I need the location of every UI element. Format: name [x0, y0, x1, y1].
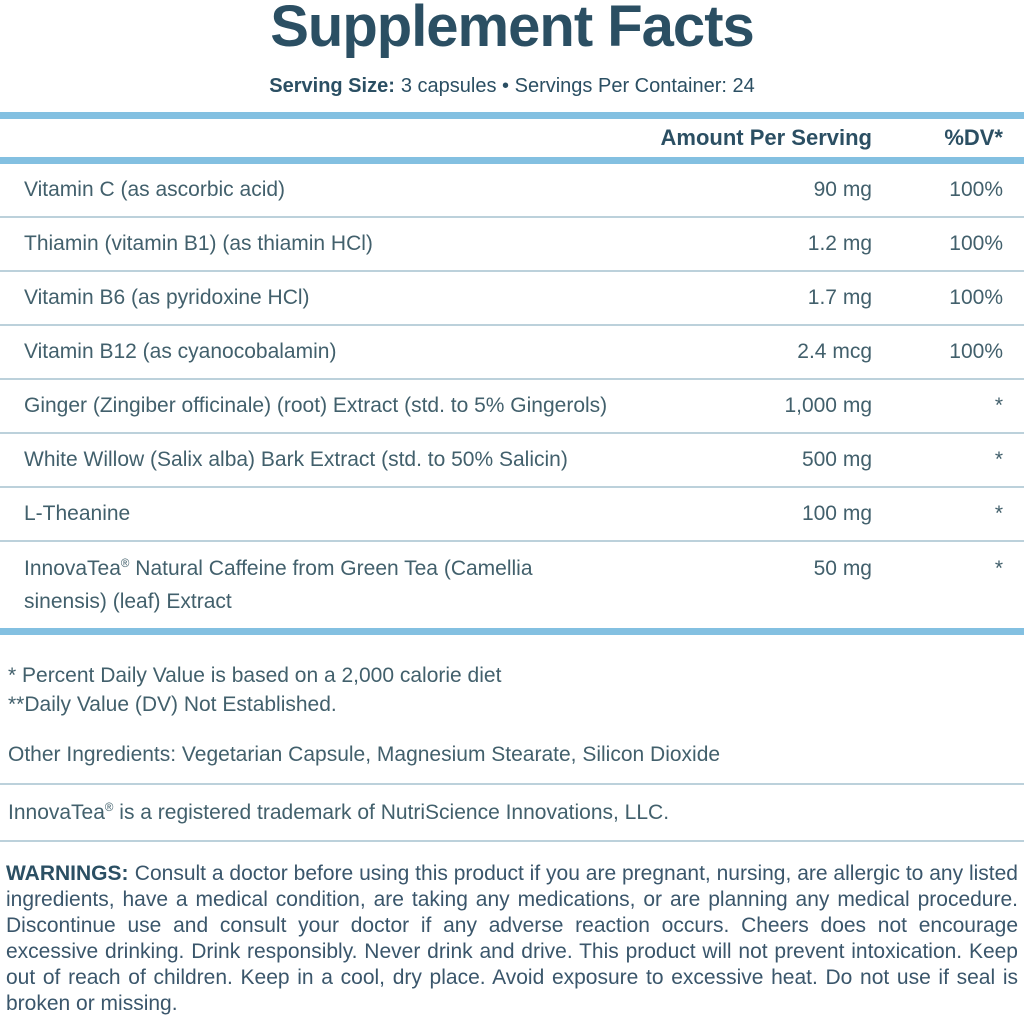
serving-size-label: Serving Size:	[269, 75, 395, 97]
table-header-row: Amount Per Serving %DV*	[0, 119, 1024, 157]
footnote-dv-note: * Percent Daily Value is based on a 2,00…	[8, 664, 502, 687]
dv-value: *	[994, 448, 1003, 471]
table-row: Vitamin B6 (as pyridoxine HCl) 1.7 mg 10…	[0, 272, 1024, 326]
trademark-note: InnovaTea® is a registered trademark of …	[8, 801, 670, 824]
dv-value: *	[994, 557, 1003, 580]
amount-value: 1.2 mg	[807, 232, 872, 255]
table-row: L-Theanine 100 mg *	[0, 488, 1024, 542]
divider-thick-top	[0, 112, 1024, 119]
warnings-paragraph: WARNINGS: Consult a doctor before using t…	[0, 861, 1024, 1016]
amount-value: 50 mg	[813, 557, 872, 580]
table-row: Vitamin B12 (as cyanocobalamin) 2.4 mcg …	[0, 326, 1024, 380]
footnotes-section: * Percent Daily Value is based on a 2,00…	[0, 661, 1024, 767]
ingredient-name: Thiamin (vitamin B1) (as thiamin HCl)	[24, 232, 373, 255]
page-title: Supplement Facts	[270, 0, 755, 59]
other-ingredients-text: Other Ingredients: Vegetarian Capsule, M…	[8, 743, 721, 766]
dv-value: *	[994, 502, 1003, 525]
dv-value: 100%	[949, 232, 1003, 255]
divider-thick-bottom	[0, 628, 1024, 635]
amount-value: 2.4 mcg	[797, 340, 872, 363]
amount-value: 90 mg	[813, 178, 872, 201]
facts-table: Amount Per Serving %DV* Vitamin C (as as…	[0, 119, 1024, 628]
dv-value: 100%	[949, 286, 1003, 309]
header-amount-label: Amount Per Serving	[660, 125, 872, 150]
amount-value: 1,000 mg	[784, 394, 872, 417]
ingredient-name: Ginger (Zingiber officinale) (root) Extr…	[24, 394, 608, 417]
divider-thick-header	[0, 157, 1024, 164]
ingredient-name: Vitamin B12 (as cyanocobalamin)	[24, 340, 337, 363]
ingredient-name: InnovaTea® Natural Caffeine from Green T…	[24, 557, 533, 613]
divider-hairline-above-trademark	[0, 783, 1024, 785]
footnote-not-established: **Daily Value (DV) Not Established.	[8, 693, 337, 716]
amount-value: 100 mg	[801, 502, 872, 525]
ingredient-name: L-Theanine	[24, 502, 131, 525]
ingredient-name: Vitamin C (as ascorbic acid)	[24, 178, 286, 201]
table-row: Vitamin C (as ascorbic acid) 90 mg 100%	[0, 164, 1024, 218]
dv-value: 100%	[949, 340, 1003, 363]
warnings-label: WARNINGS:	[6, 862, 129, 885]
amount-value: 500 mg	[801, 448, 872, 471]
dv-value: 100%	[949, 178, 1003, 201]
divider-hairline-below-trademark	[0, 840, 1024, 842]
warnings-text: Consult a doctor before using this produ…	[6, 862, 1018, 1015]
ingredient-name: White Willow (Salix alba) Bark Extract (…	[24, 448, 568, 471]
serving-size-value: 3 capsules • Servings Per Container: 24	[400, 75, 755, 97]
dv-value: *	[994, 394, 1003, 417]
serving-info: Serving Size: 3 capsules • Servings Per C…	[0, 75, 1024, 97]
ingredient-name: Vitamin B6 (as pyridoxine HCl)	[24, 286, 310, 309]
table-row: White Willow (Salix alba) Bark Extract (…	[0, 434, 1024, 488]
table-row: InnovaTea® Natural Caffeine from Green T…	[0, 542, 1024, 628]
amount-value: 1.7 mg	[807, 286, 872, 309]
header-dv-label: %DV*	[944, 125, 1003, 150]
table-row: Thiamin (vitamin B1) (as thiamin HCl) 1.…	[0, 218, 1024, 272]
table-row: Ginger (Zingiber officinale) (root) Extr…	[0, 380, 1024, 434]
